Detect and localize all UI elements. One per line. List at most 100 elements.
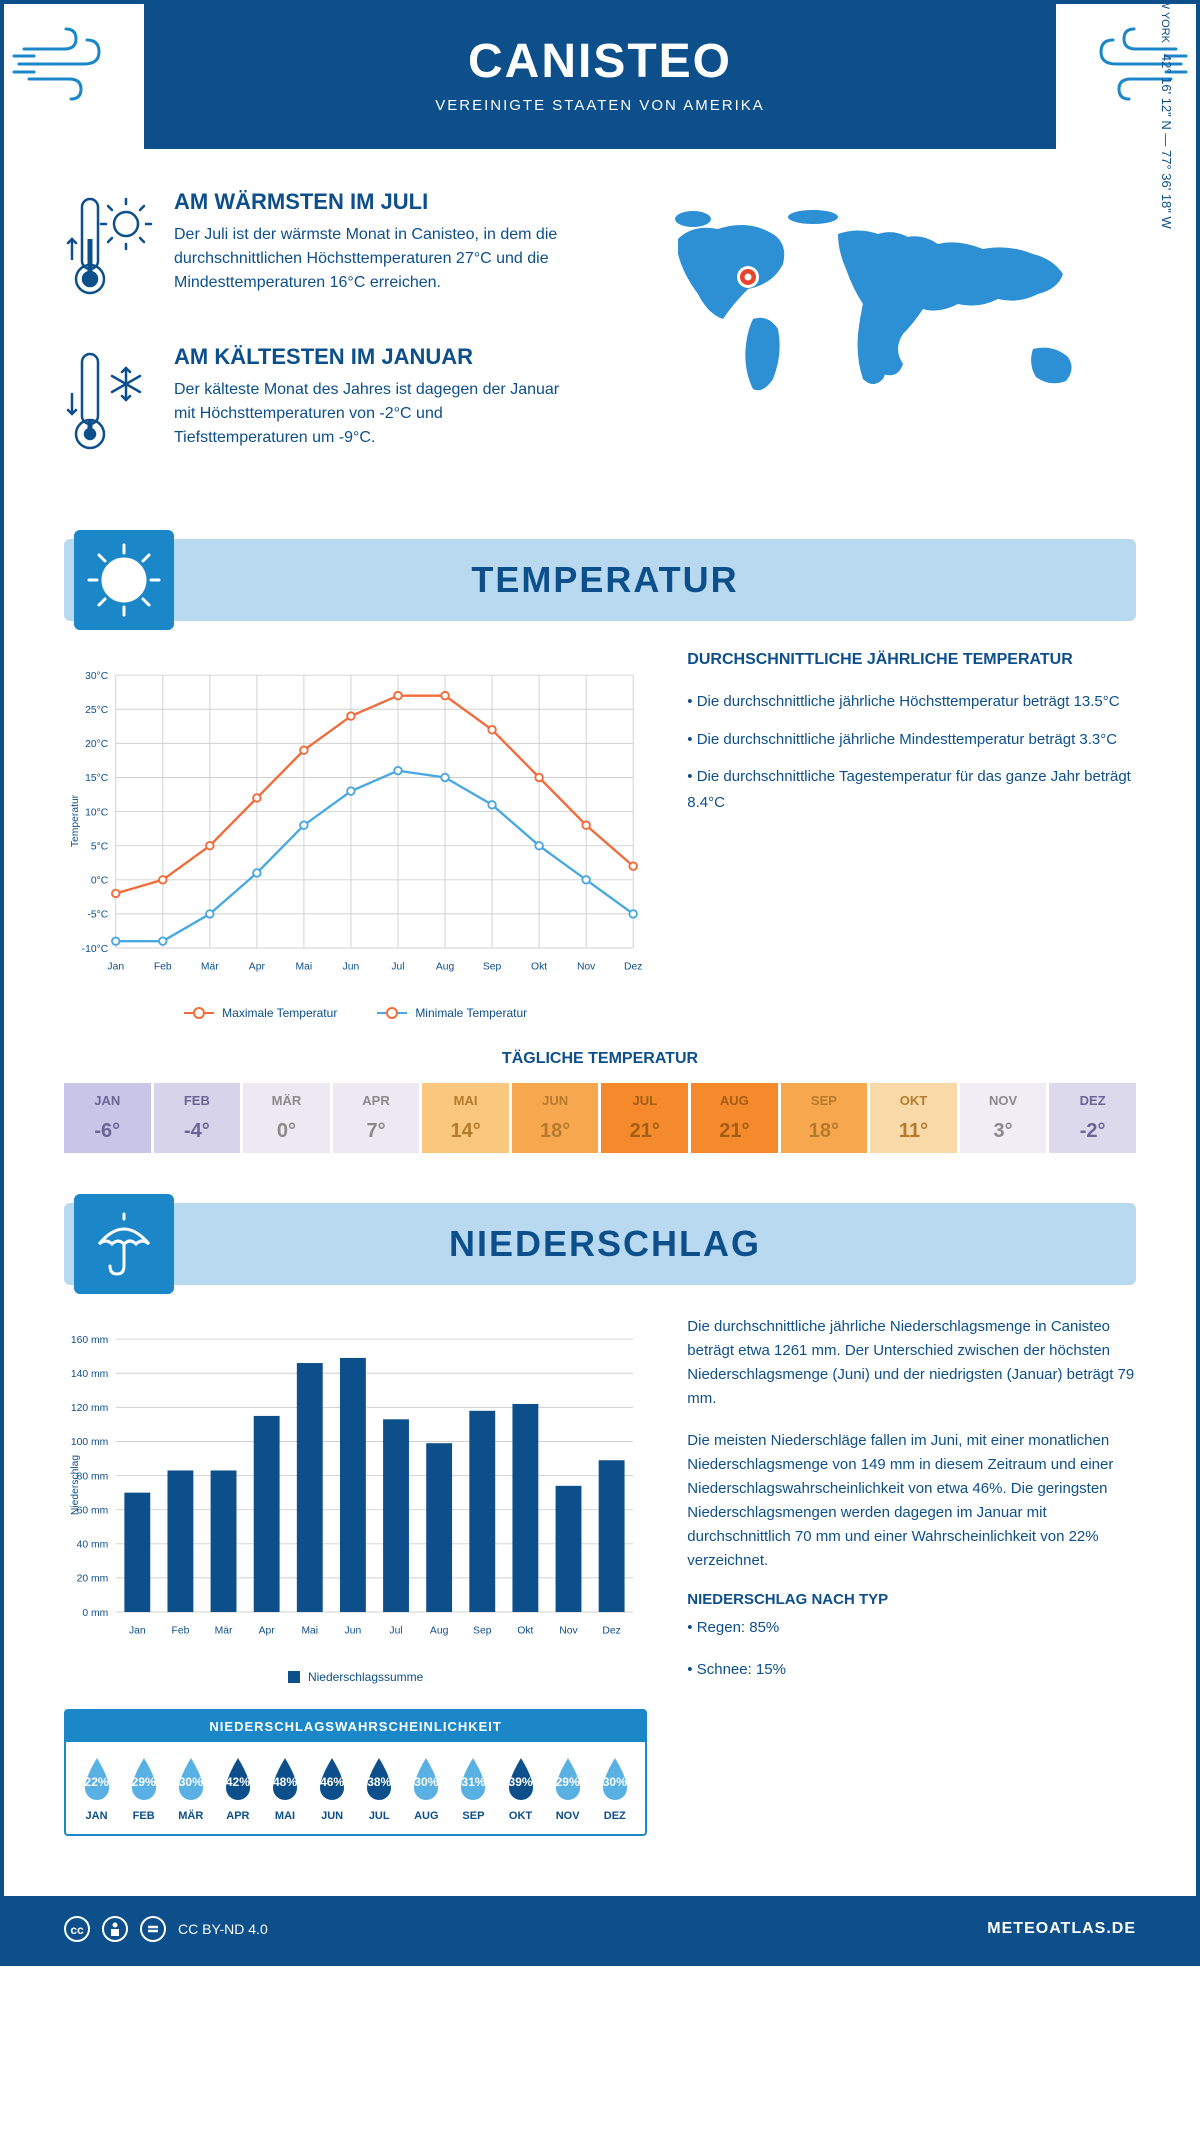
svg-text:0°C: 0°C bbox=[91, 876, 109, 887]
svg-text:Nov: Nov bbox=[559, 1626, 578, 1637]
daily-temp-table: JAN-6°FEB-4°MÄR0°APR7°MAI14°JUN18°JUL21°… bbox=[64, 1083, 1136, 1153]
coldest-text: Der kälteste Monat des Jahres ist dagege… bbox=[174, 378, 580, 450]
svg-text:cc: cc bbox=[70, 1923, 84, 1937]
by-icon bbox=[102, 1916, 128, 1942]
svg-text:Sep: Sep bbox=[483, 962, 502, 973]
svg-text:Okt: Okt bbox=[531, 962, 547, 973]
svg-text:140 mm: 140 mm bbox=[71, 1369, 108, 1380]
coordinates: NEW YORK 42° 16' 12" N — 77° 36' 18" W bbox=[1159, 0, 1174, 229]
svg-text:Jul: Jul bbox=[391, 962, 404, 973]
umbrella-icon bbox=[74, 1194, 174, 1294]
svg-text:Feb: Feb bbox=[172, 1626, 190, 1637]
precipitation-title: NIEDERSCHLAG bbox=[204, 1223, 1006, 1265]
svg-text:Jan: Jan bbox=[129, 1626, 146, 1637]
svg-text:Nov: Nov bbox=[577, 962, 596, 973]
precip-type-bullet: • Regen: 85% bbox=[687, 1616, 1136, 1640]
wind-icon bbox=[1056, 4, 1196, 144]
prob-cell: 46%JUN bbox=[310, 1754, 355, 1822]
svg-text:Aug: Aug bbox=[430, 1626, 449, 1637]
precip-para: Die meisten Niederschläge fallen im Juni… bbox=[687, 1429, 1136, 1573]
page-header: CANISTEO VEREINIGTE STAATEN VON AMERIKA bbox=[144, 4, 1056, 149]
month-cell: AUG21° bbox=[691, 1083, 778, 1153]
svg-text:Jun: Jun bbox=[345, 1626, 362, 1637]
svg-text:Niederschlag: Niederschlag bbox=[70, 1455, 81, 1516]
svg-text:30°C: 30°C bbox=[85, 671, 109, 682]
svg-text:Sep: Sep bbox=[473, 1626, 492, 1637]
svg-text:Jul: Jul bbox=[389, 1626, 402, 1637]
svg-text:Mär: Mär bbox=[201, 962, 219, 973]
coldest-fact: AM KÄLTESTEN IM JANUAR Der kälteste Mona… bbox=[64, 344, 580, 469]
svg-text:160 mm: 160 mm bbox=[71, 1335, 108, 1346]
prob-cell: 30%DEZ bbox=[592, 1754, 637, 1822]
month-cell: JAN-6° bbox=[64, 1083, 151, 1153]
svg-text:20 mm: 20 mm bbox=[77, 1574, 109, 1585]
svg-text:-5°C: -5°C bbox=[87, 910, 108, 921]
temp-legend: .lg-line:nth-child(1)::after{border-colo… bbox=[64, 1006, 647, 1020]
temp-bullet: • Die durchschnittliche Tagestemperatur … bbox=[687, 764, 1136, 815]
prob-cell: 30%MÄR bbox=[168, 1754, 213, 1822]
svg-text:Jan: Jan bbox=[107, 962, 124, 973]
prob-cell: 31%SEP bbox=[451, 1754, 496, 1822]
svg-text:Dez: Dez bbox=[602, 1626, 620, 1637]
license-text: CC BY-ND 4.0 bbox=[178, 1921, 268, 1937]
svg-text:100 mm: 100 mm bbox=[71, 1437, 108, 1448]
coldest-title: AM KÄLTESTEN IM JANUAR bbox=[174, 344, 580, 370]
page-subtitle: VEREINIGTE STAATEN VON AMERIKA bbox=[164, 97, 1036, 114]
page-footer: cc CC BY-ND 4.0 METEOATLAS.DE bbox=[4, 1896, 1196, 1962]
prob-cell: 38%JUL bbox=[357, 1754, 402, 1822]
precip-type-title: NIEDERSCHLAG NACH TYP bbox=[687, 1591, 1136, 1608]
month-cell: MÄR0° bbox=[243, 1083, 330, 1153]
precipitation-bar-chart: 0 mm20 mm40 mm60 mm80 mm100 mm120 mm140 … bbox=[64, 1315, 647, 1655]
svg-text:Dez: Dez bbox=[624, 962, 642, 973]
svg-text:5°C: 5°C bbox=[91, 841, 109, 852]
svg-text:20°C: 20°C bbox=[85, 739, 109, 750]
month-cell: NOV3° bbox=[960, 1083, 1047, 1153]
month-cell: DEZ-2° bbox=[1049, 1083, 1136, 1153]
svg-text:60 mm: 60 mm bbox=[77, 1505, 109, 1516]
cc-icon: cc bbox=[64, 1916, 90, 1942]
month-cell: JUL21° bbox=[601, 1083, 688, 1153]
temp-info-title: DURCHSCHNITTLICHE JÄHRLICHE TEMPERATUR bbox=[687, 651, 1136, 669]
svg-text:10°C: 10°C bbox=[85, 807, 109, 818]
prob-cell: 39%OKT bbox=[498, 1754, 543, 1822]
prob-cell: 30%AUG bbox=[404, 1754, 449, 1822]
brand-text: METEOATLAS.DE bbox=[987, 1920, 1136, 1938]
thermometer-snow-icon bbox=[64, 344, 154, 469]
prob-cell: 42%APR bbox=[215, 1754, 260, 1822]
svg-text:Mai: Mai bbox=[296, 962, 313, 973]
svg-text:25°C: 25°C bbox=[85, 705, 109, 716]
precipitation-banner: NIEDERSCHLAG bbox=[64, 1203, 1136, 1285]
daily-temp-title: TÄGLICHE TEMPERATUR bbox=[64, 1050, 1136, 1068]
prob-cell: 48%MAI bbox=[262, 1754, 307, 1822]
svg-text:Apr: Apr bbox=[259, 1626, 276, 1637]
temp-bullet: • Die durchschnittliche jährliche Mindes… bbox=[687, 727, 1136, 753]
temperature-line-chart: -10°C-5°C0°C5°C10°C15°C20°C25°C30°CJanFe… bbox=[64, 651, 647, 991]
svg-text:Jun: Jun bbox=[343, 962, 360, 973]
month-cell: APR7° bbox=[333, 1083, 420, 1153]
temperature-title: TEMPERATUR bbox=[204, 559, 1006, 601]
prob-cell: 22%JAN bbox=[74, 1754, 119, 1822]
world-map bbox=[620, 189, 1136, 429]
svg-text:-10°C: -10°C bbox=[82, 944, 109, 955]
prob-cell: 29%FEB bbox=[121, 1754, 166, 1822]
month-cell: MAI14° bbox=[422, 1083, 509, 1153]
svg-text:Aug: Aug bbox=[436, 962, 455, 973]
svg-text:15°C: 15°C bbox=[85, 773, 109, 784]
svg-text:120 mm: 120 mm bbox=[71, 1403, 108, 1414]
svg-text:40 mm: 40 mm bbox=[77, 1540, 109, 1551]
thermometer-sun-icon bbox=[64, 189, 154, 314]
prob-cell: 29%NOV bbox=[545, 1754, 590, 1822]
month-cell: FEB-4° bbox=[154, 1083, 241, 1153]
svg-text:Apr: Apr bbox=[249, 962, 266, 973]
svg-text:Mai: Mai bbox=[301, 1626, 318, 1637]
svg-text:80 mm: 80 mm bbox=[77, 1471, 109, 1482]
warmest-title: AM WÄRMSTEN IM JULI bbox=[174, 189, 580, 215]
probability-box: NIEDERSCHLAGSWAHRSCHEINLICHKEIT 22%JAN29… bbox=[64, 1709, 647, 1836]
svg-text:Temperatur: Temperatur bbox=[70, 794, 81, 847]
temperature-banner: TEMPERATUR bbox=[64, 539, 1136, 621]
month-cell: JUN18° bbox=[512, 1083, 599, 1153]
svg-text:Mär: Mär bbox=[215, 1626, 233, 1637]
page-title: CANISTEO bbox=[164, 34, 1036, 89]
warmest-text: Der Juli ist der wärmste Monat in Canist… bbox=[174, 223, 580, 295]
month-cell: OKT11° bbox=[870, 1083, 957, 1153]
